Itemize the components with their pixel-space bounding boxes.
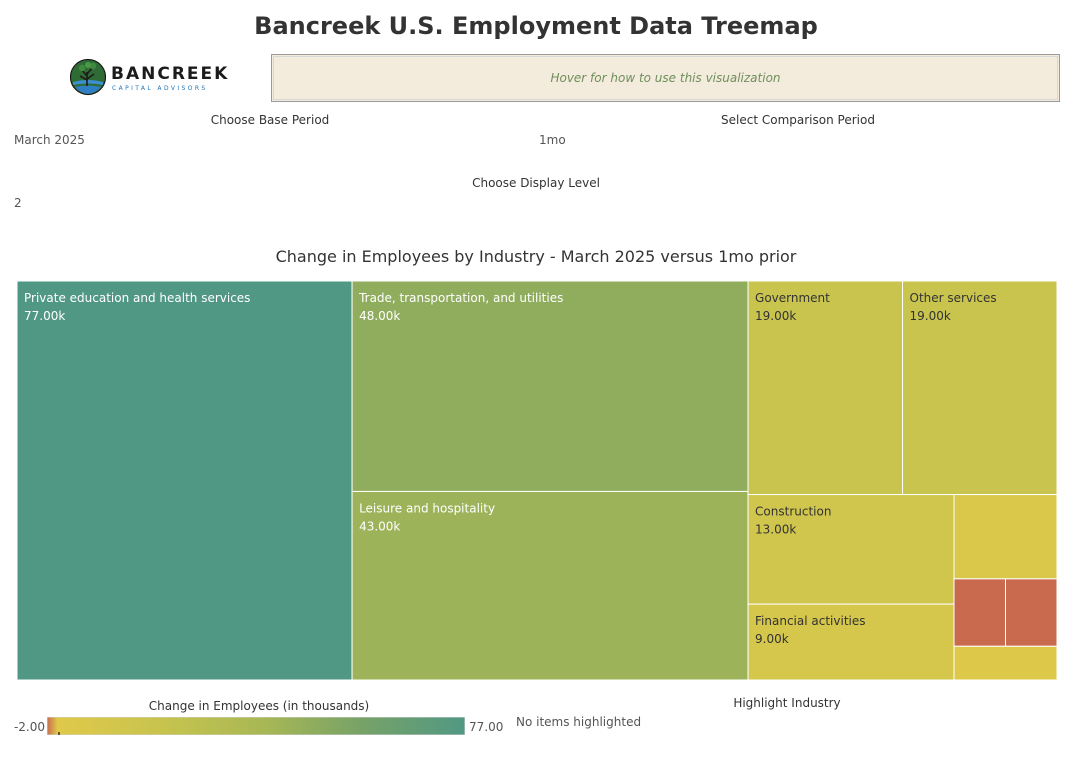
treemap-tile-name: Leisure and hospitality (359, 501, 495, 515)
tree-logo-icon (69, 58, 107, 96)
treemap-tile[interactable]: Construction 13.00k (747, 494, 955, 605)
treemap-tile-rect (16, 280, 353, 681)
logo-wordmark: BANCREEK (111, 64, 230, 84)
treemap-tile[interactable]: Financial activities 9.00k (747, 603, 955, 681)
treemap-tile-value: 48.00k (359, 309, 400, 323)
base-period-select[interactable]: March 2025 (14, 133, 85, 147)
bancreek-logo: BANCREEK CAPITAL ADVISORS (69, 58, 227, 100)
treemap-tile[interactable]: Other services 19.00k (902, 280, 1058, 496)
treemap-tile-name: Trade, transportation, and utilities (358, 291, 563, 305)
treemap-tile-rect (953, 494, 1058, 580)
treemap-tile[interactable]: Private education and health services 77.… (16, 280, 353, 681)
treemap-tile-rect (747, 603, 955, 681)
treemap-tile[interactable]: Trade, transportation, and utilities 48.0… (351, 280, 749, 492)
display-level-label: Choose Display Level (472, 176, 600, 190)
treemap-tile-value: 77.00k (24, 309, 65, 323)
treemap-tile-name: Financial activities (755, 614, 865, 628)
display-level-select[interactable]: 2 (14, 196, 22, 210)
treemap-tile[interactable]: Government 19.00k (747, 280, 904, 496)
chart-title: Change in Employees by Industry - March … (275, 247, 797, 266)
legend-title: Change in Employees (in thousands) (148, 699, 370, 713)
treemap-tile-rect (1005, 578, 1058, 647)
treemap-tile-value: 19.00k (910, 309, 951, 323)
treemap-tile-value: 43.00k (359, 519, 400, 533)
treemap-tile-rect (747, 494, 955, 605)
base-period-label: Choose Base Period (210, 113, 330, 127)
treemap-tile-name: Government (755, 291, 830, 305)
logo-subtitle: CAPITAL ADVISORS (112, 85, 208, 92)
treemap-tile-rect (351, 490, 749, 681)
treemap-tile-rect (747, 280, 904, 496)
treemap-tile-value: 19.00k (755, 309, 796, 323)
treemap-tile-rect (953, 645, 1058, 681)
treemap-tile-name: Private education and health services (24, 291, 250, 305)
highlight-status-text[interactable]: No items highlighted (516, 715, 642, 729)
legend-min-label: -2.00 (13, 720, 45, 734)
treemap-tile-rect (351, 280, 749, 492)
comparison-period-select[interactable]: 1mo (539, 133, 566, 147)
help-tooltip-text: Hover for how to use this visualization (550, 71, 781, 85)
treemap-tile-name: Construction (755, 505, 831, 519)
treemap-tile-name: Other services (910, 291, 997, 305)
comparison-period-label: Select Comparison Period (721, 113, 875, 127)
color-legend-bar (47, 717, 465, 735)
page-title: Bancreek U.S. Employment Data Treemap (254, 12, 818, 40)
legend-gradient-rect (47, 717, 465, 735)
treemap-tile[interactable]: Leisure and hospitality 43.00k (351, 490, 749, 681)
help-tooltip-box[interactable]: Hover for how to use this visualization (271, 54, 1060, 102)
treemap-tile-rect (953, 578, 1007, 647)
treemap-tile[interactable] (953, 578, 1007, 647)
treemap-tile[interactable] (953, 494, 1058, 580)
treemap-tile-value: 13.00k (755, 523, 796, 537)
treemap-tile-value: 9.00k (755, 632, 789, 646)
legend-max-label: 77.00 (469, 720, 504, 734)
treemap-tile-rect (902, 280, 1058, 496)
treemap-tile[interactable] (953, 645, 1058, 681)
highlight-industry-label: Highlight Industry (733, 696, 841, 710)
treemap-tile[interactable] (1005, 578, 1058, 647)
